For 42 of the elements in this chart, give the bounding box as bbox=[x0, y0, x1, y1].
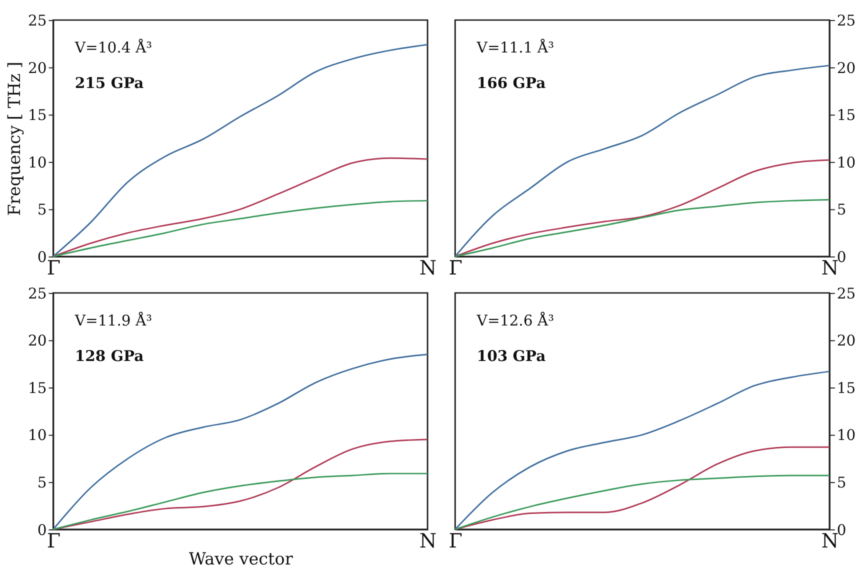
y-tick-label: 25 bbox=[836, 12, 856, 30]
x-tick-label: Γ bbox=[46, 256, 61, 280]
annotation: V=11.1 Å³ bbox=[476, 38, 554, 57]
y-tick-label: 15 bbox=[28, 107, 47, 124]
annotation: V=11.9 Å³ bbox=[74, 311, 152, 330]
y-tick-label: 25 bbox=[28, 285, 47, 302]
x-tick-label: N bbox=[821, 530, 839, 553]
y-tick-label: 0 bbox=[37, 248, 47, 266]
y-tick-label: 5 bbox=[836, 474, 846, 492]
y-tick-label: 0 bbox=[836, 522, 846, 539]
y-tick-label: 10 bbox=[28, 154, 47, 172]
x-tick-label: Γ bbox=[46, 530, 61, 553]
y-tick-label: 15 bbox=[836, 107, 856, 124]
y-tick-label: 15 bbox=[28, 380, 47, 397]
y-tick-label: 25 bbox=[28, 12, 47, 30]
annotation: 215 GPa bbox=[74, 75, 144, 92]
annotation: 166 GPa bbox=[476, 75, 546, 92]
x-tick-label: N bbox=[419, 256, 437, 280]
y-axis-title: Frequency [ THz ] bbox=[4, 62, 24, 216]
y-tick-label: 20 bbox=[28, 60, 47, 77]
y-tick-label: 5 bbox=[836, 202, 846, 219]
y-tick-label: 5 bbox=[37, 202, 47, 219]
y-tick-label: 20 bbox=[28, 332, 47, 350]
annotation: 103 GPa bbox=[476, 348, 546, 365]
y-tick-label: 0 bbox=[836, 248, 846, 266]
x-tick-label: N bbox=[419, 530, 437, 553]
y-tick-label: 20 bbox=[836, 332, 856, 350]
y-tick-label: 10 bbox=[28, 427, 47, 444]
y-tick-label: 0 bbox=[37, 522, 47, 539]
y-tick-label: 15 bbox=[836, 380, 856, 397]
x-tick-label: Γ bbox=[448, 256, 462, 280]
y-tick-label: 10 bbox=[836, 427, 856, 444]
annotation: 128 GPa bbox=[74, 348, 144, 365]
annotation: V=10.4 Å³ bbox=[74, 38, 152, 57]
x-axis-title: Wave vector bbox=[188, 548, 293, 568]
y-tick-label: 10 bbox=[836, 154, 856, 172]
annotation: V=12.6 Å³ bbox=[476, 311, 554, 330]
x-tick-label: N bbox=[821, 256, 839, 280]
y-tick-label: 25 bbox=[836, 285, 856, 302]
x-tick-label: Γ bbox=[448, 530, 462, 553]
y-tick-label: 20 bbox=[836, 60, 856, 77]
y-tick-label: 5 bbox=[37, 474, 47, 492]
